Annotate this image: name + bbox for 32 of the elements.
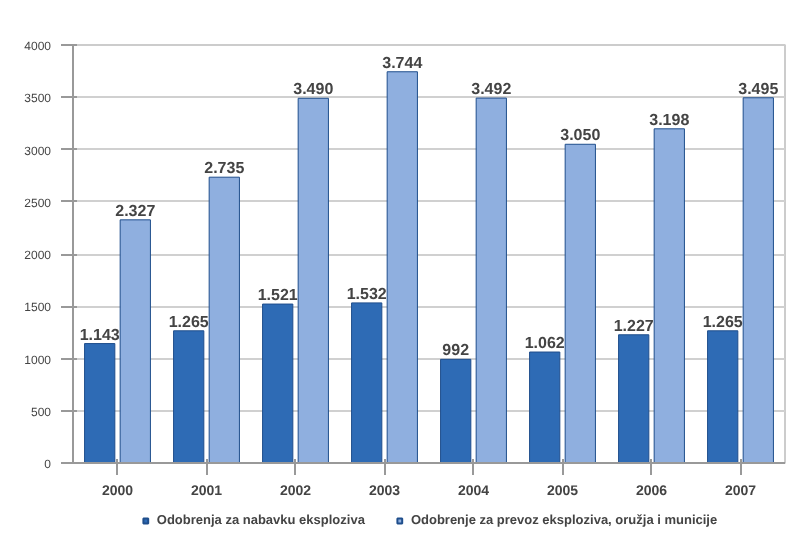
data-label: 1.521 xyxy=(257,286,299,305)
bar xyxy=(440,358,472,463)
bar xyxy=(84,343,116,463)
data-label: 3.744 xyxy=(382,53,424,72)
bar xyxy=(475,97,507,463)
data-label: 1.227 xyxy=(613,316,655,335)
data-label: 1.143 xyxy=(79,325,121,344)
bar xyxy=(529,351,561,463)
data-label: 3.495 xyxy=(738,79,780,98)
bar xyxy=(119,219,151,463)
data-label: 1.265 xyxy=(168,312,210,331)
data-label: 3.492 xyxy=(471,80,513,99)
bar xyxy=(653,128,685,463)
bar xyxy=(564,143,596,463)
bar xyxy=(262,303,294,463)
data-label: 2.735 xyxy=(204,159,246,178)
bar xyxy=(173,330,205,463)
bar xyxy=(386,71,418,463)
data-label: 3.198 xyxy=(649,110,691,129)
bar xyxy=(351,302,383,463)
bar xyxy=(618,334,650,463)
bar xyxy=(208,176,240,463)
data-label: 2.327 xyxy=(115,201,157,220)
data-label: 3.050 xyxy=(560,126,602,145)
data-label: 1.062 xyxy=(524,334,566,353)
bar xyxy=(707,330,739,463)
data-label: 992 xyxy=(442,341,471,360)
bar xyxy=(297,97,329,463)
data-label: 1.532 xyxy=(346,284,388,303)
bar xyxy=(742,97,774,463)
data-label: 1.265 xyxy=(702,312,744,331)
data-label: 3.490 xyxy=(293,80,335,99)
